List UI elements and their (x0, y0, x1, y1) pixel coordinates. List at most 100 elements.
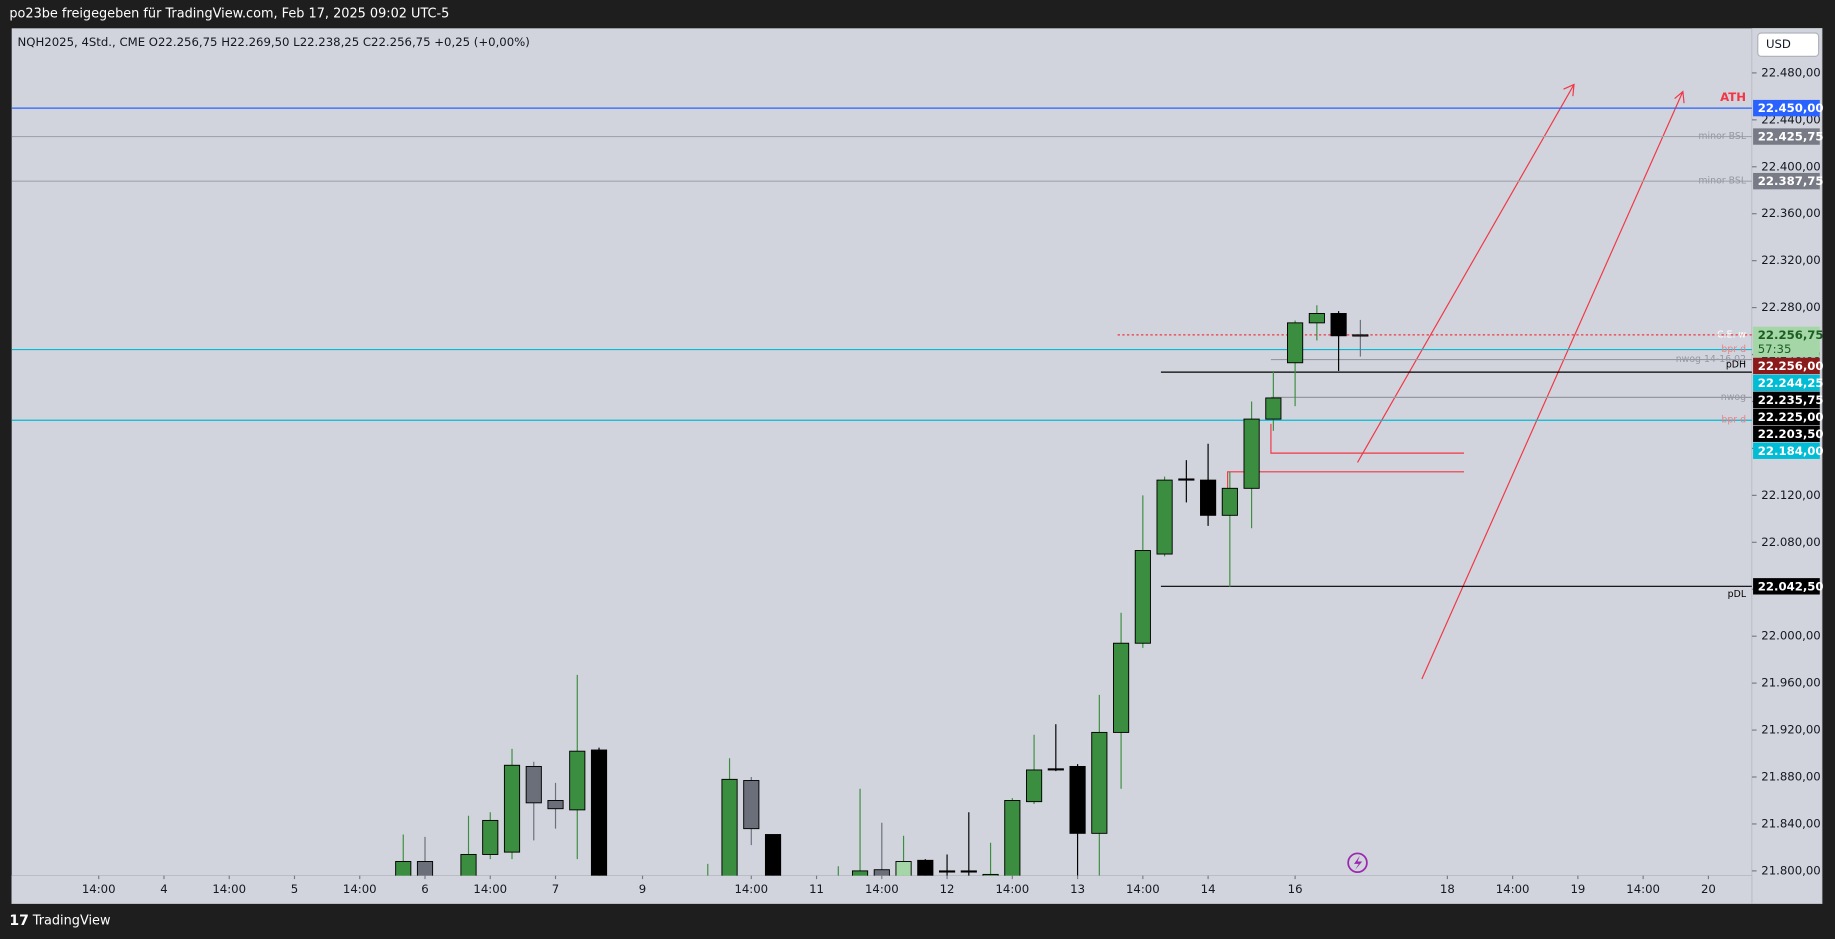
candle-body (1134, 550, 1151, 644)
x-tick-label: 4 (160, 882, 167, 896)
level-name: bpr d (1721, 415, 1746, 426)
candle-body (873, 869, 890, 876)
y-tick-label: 22.280,00 (1761, 300, 1820, 314)
arrow (1357, 84, 1575, 463)
price-label: 22.244,25 (1758, 376, 1824, 390)
price-label-bg (1753, 391, 1820, 409)
price-label: 22.225,00 (1758, 410, 1824, 424)
countdown: 57:35 (1758, 342, 1792, 356)
share-text: po23be freigegeben für TradingView.com, … (9, 7, 449, 22)
y-tick-label: 22.000,00 (1761, 629, 1820, 643)
level-name: nwog 14-16.02 (1676, 354, 1746, 365)
candle-body (1200, 479, 1217, 516)
alert-bolt[interactable] (1354, 855, 1363, 870)
candle-body (1308, 313, 1325, 324)
x-tick-label: 14:00 (865, 882, 899, 896)
candle-body (1156, 479, 1173, 555)
currency-button[interactable] (1757, 32, 1820, 57)
candle-body (960, 870, 977, 873)
level-name: minor BSL (1698, 176, 1746, 187)
x-tick-label: 14:00 (1496, 882, 1530, 896)
y-tick-label: 22.120,00 (1761, 488, 1820, 502)
x-tick-label: 14:00 (1126, 882, 1160, 896)
candle-body (1178, 478, 1195, 481)
price-label: 22.256,00 (1758, 359, 1824, 373)
x-tick-label: 20 (1701, 882, 1716, 896)
x-tick-label: 11 (809, 882, 824, 896)
price-label: 22.425,75 (1758, 130, 1824, 144)
y-tick-label: 21.880,00 (1761, 770, 1820, 784)
candle-body (416, 861, 434, 876)
alert-icon[interactable] (1347, 852, 1368, 873)
candle-body (482, 819, 499, 855)
candle-body (1265, 397, 1282, 420)
candle-body (590, 749, 608, 876)
x-tick-label: 14:00 (473, 882, 507, 896)
price-label-bg (1753, 326, 1820, 358)
price-label-bg (1753, 357, 1820, 375)
candle-body (460, 853, 477, 876)
y-tick-label: 22.360,00 (1761, 206, 1820, 220)
candle-body (1004, 800, 1021, 876)
price-label-bg (1753, 408, 1820, 425)
arrow (1421, 91, 1684, 680)
drawings (1227, 83, 1685, 680)
y-tick-label: 21.920,00 (1761, 723, 1820, 737)
candle-body (525, 765, 542, 804)
candle-body (1069, 765, 1086, 834)
logo-mark: 17 (9, 913, 29, 929)
level-name: bpr d (1721, 344, 1746, 355)
y-tick-label: 22.480,00 (1761, 65, 1820, 79)
candle-body (1243, 418, 1260, 489)
price-label-bg (1753, 99, 1820, 117)
price-label: 22.042,50 (1758, 579, 1824, 593)
fvg-line (1227, 471, 1465, 490)
candle-body (569, 750, 586, 811)
x-tick-label: 14:00 (212, 882, 246, 896)
price-label-bg (1753, 172, 1820, 190)
candle-body (938, 870, 956, 873)
candle-body (895, 861, 912, 876)
x-tick-label: 12 (940, 882, 955, 896)
x-tick-label: 5 (291, 882, 298, 896)
price-label: 22.235,75 (1758, 393, 1824, 407)
candle-body (1352, 334, 1369, 337)
price-label-bg (1753, 128, 1820, 145)
x-tick-label: 14 (1201, 882, 1216, 896)
symbol-legend: NQH2025, 4Std., CME O22.256,75 H22.269,5… (18, 35, 530, 49)
plot-area (11, 28, 1752, 876)
x-tick-label: 14:00 (1626, 882, 1660, 896)
candle-body (1091, 731, 1108, 834)
candle-body (721, 778, 738, 876)
candle-body (1330, 313, 1347, 337)
price-label: 22.450,00 (1758, 101, 1824, 115)
candle-body (764, 834, 782, 876)
level-name: C.E. w (1717, 329, 1746, 340)
candle-body (743, 780, 760, 830)
y-tick-label: 22.400,00 (1761, 159, 1820, 173)
candle-body (1113, 642, 1130, 733)
level-name: pDH (1726, 360, 1746, 371)
y-tick-label: 21.840,00 (1761, 816, 1820, 830)
candle-body (917, 859, 934, 876)
currency[interactable]: USD (1766, 37, 1791, 51)
price-label: 22.256,75 (1758, 328, 1824, 342)
candle-body (1221, 487, 1238, 516)
y-tick-label: 21.800,00 (1761, 863, 1820, 877)
candle-body (1047, 768, 1064, 771)
y-tick-label: 22.080,00 (1761, 535, 1820, 549)
x-tick-label: 13 (1070, 882, 1085, 896)
x-tick-label: 14:00 (995, 882, 1029, 896)
x-tick-label: 19 (1570, 882, 1585, 896)
price-label: 22.387,75 (1758, 174, 1824, 188)
x-tick-label: 7 (552, 882, 559, 896)
price-label-bg (1753, 374, 1820, 392)
candle-body (982, 873, 999, 876)
level-name: pDL (1728, 589, 1747, 600)
candle-body (503, 764, 521, 853)
arrow-head (1563, 83, 1575, 97)
candle-body (395, 861, 412, 876)
